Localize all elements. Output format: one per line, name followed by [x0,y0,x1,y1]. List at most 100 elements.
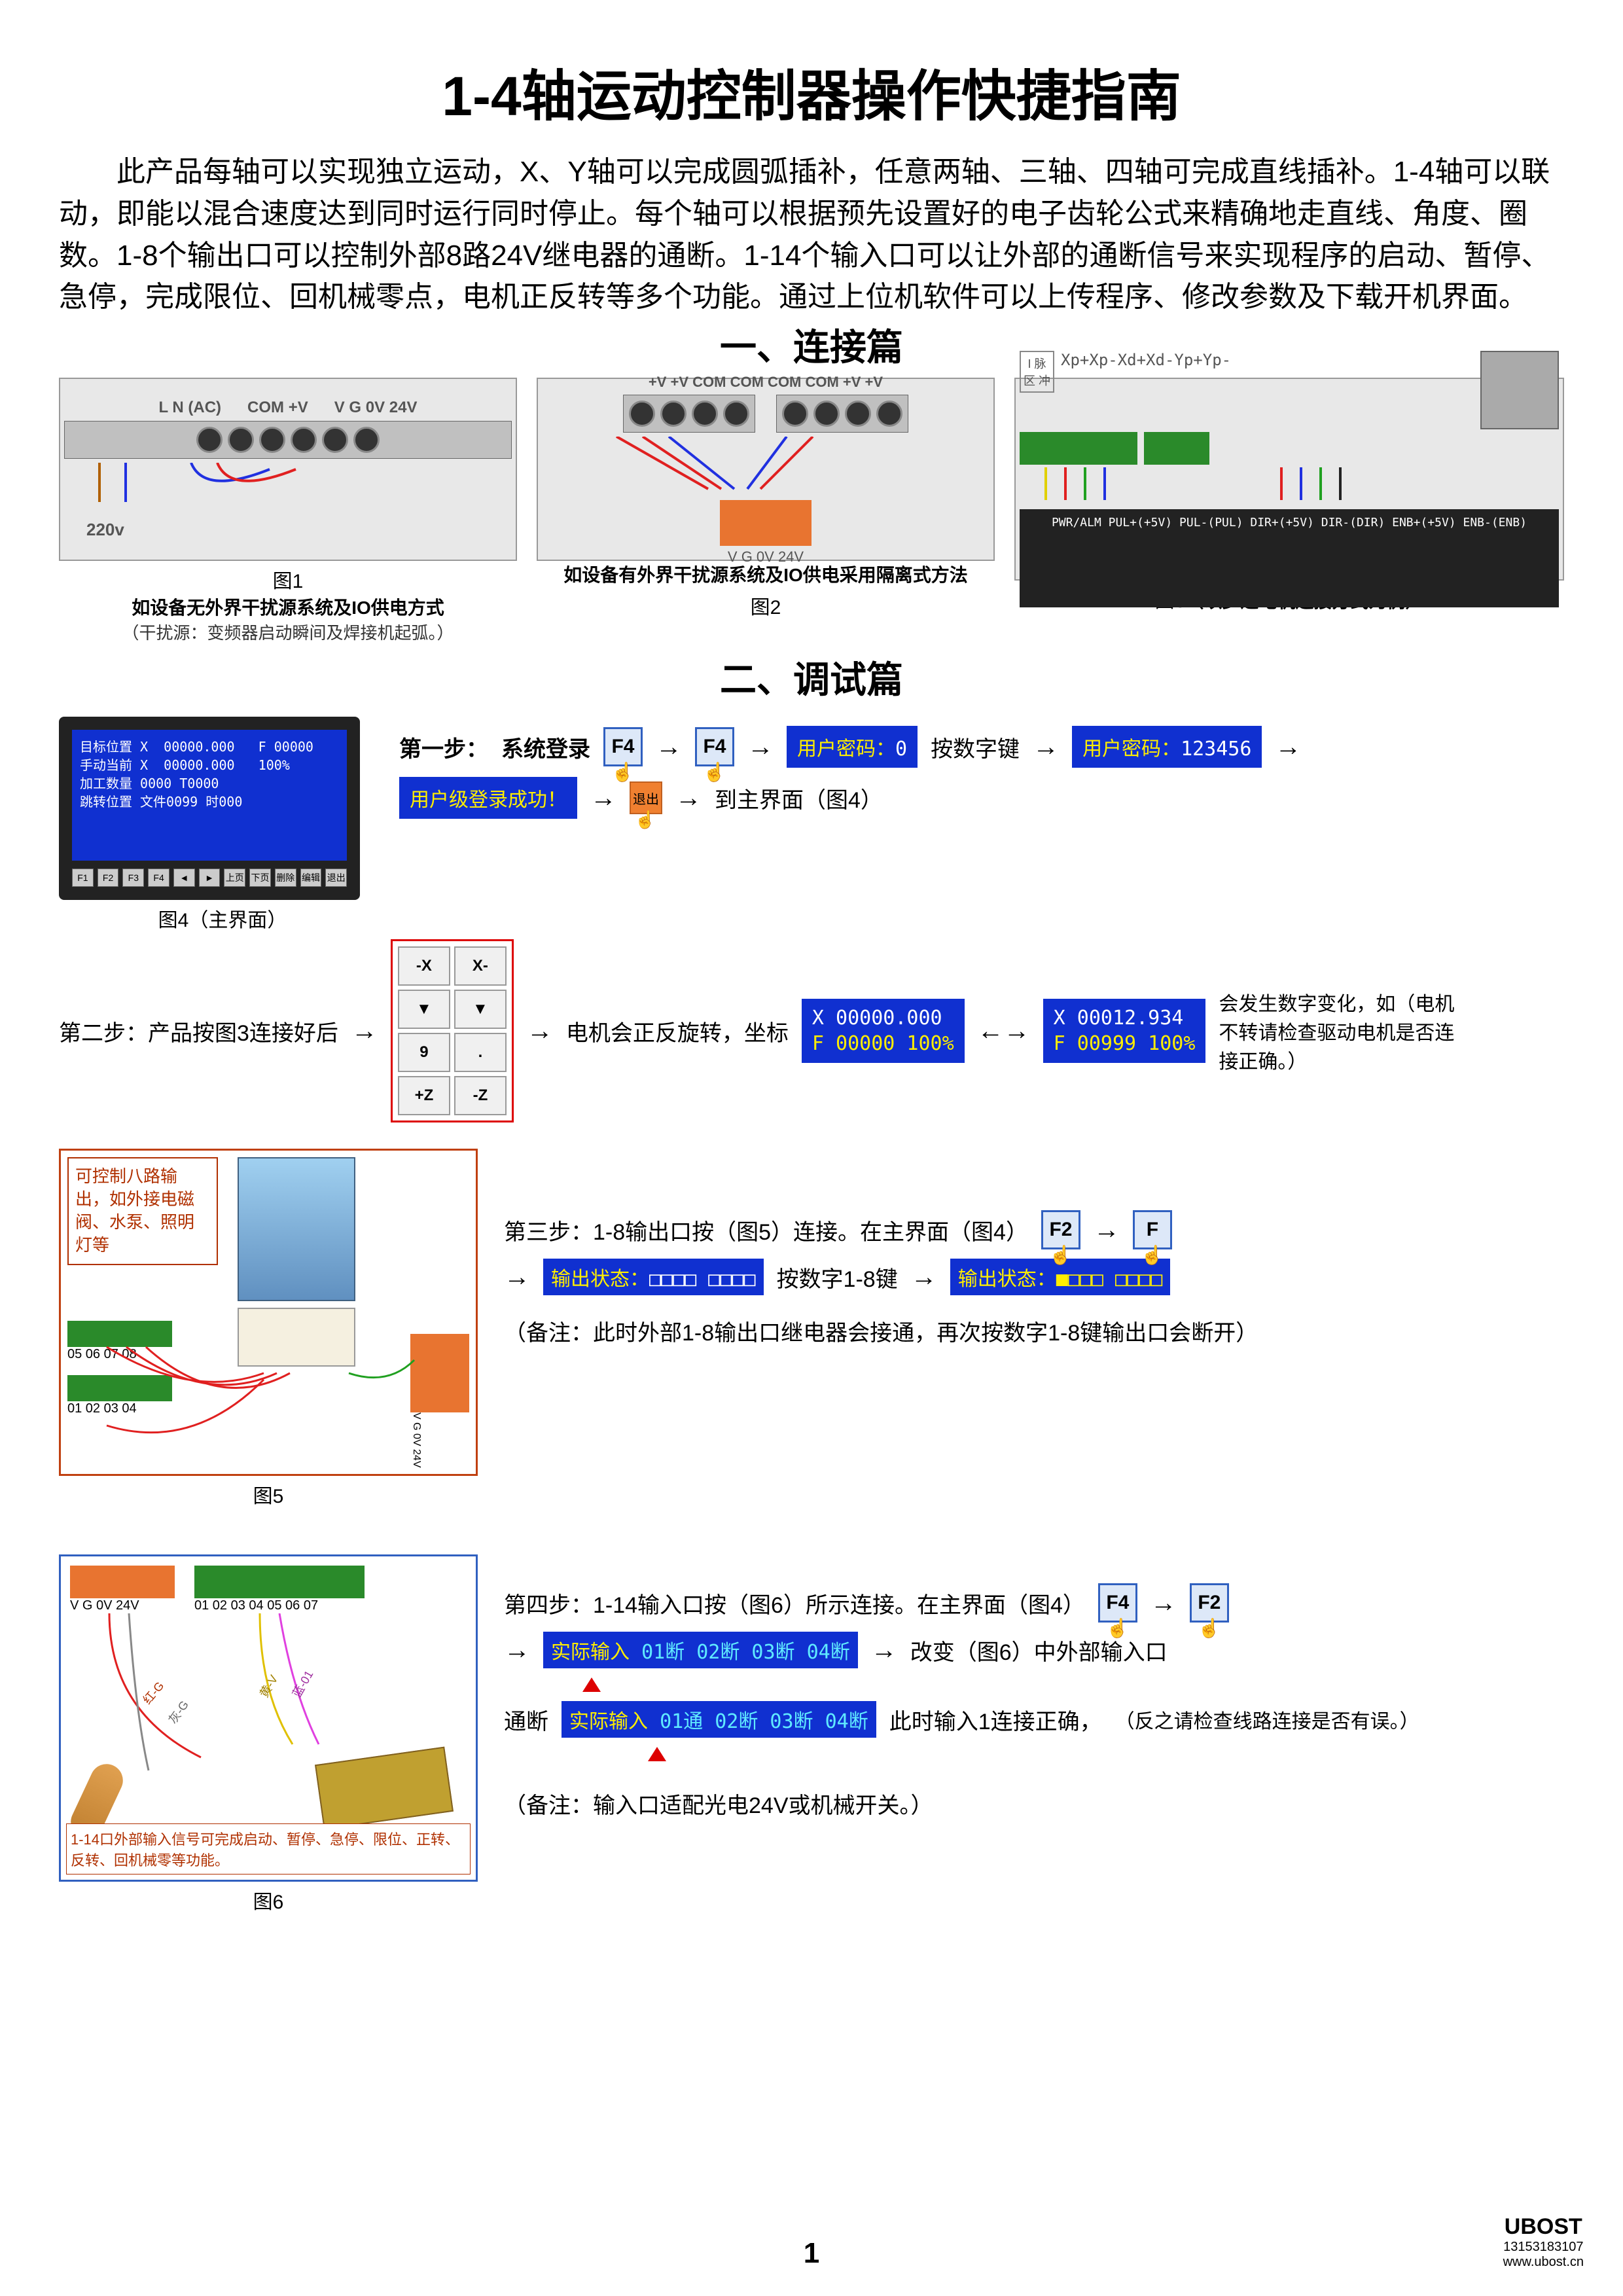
arrow-icon: → [590,783,616,813]
svg-text:灰-G: 灰-G [166,1698,191,1727]
pw-label2: 用户密码： [1082,738,1181,761]
brand-url: www.ubost.cn [1503,2255,1584,2270]
disp2-f: F 00999 100% [1054,1032,1196,1055]
figure-5: 可控制八路输出，如外接电磁阀、水泵、照明灯等 05 06 07 08 01 02… [59,1149,478,1476]
triangle-marker-icon [648,1747,666,1761]
fig3-wires [1020,467,1559,507]
brand-name: UBOST [1503,2214,1584,2240]
password-prompt: 用户密码：0 [787,726,918,768]
panel-btn-f2[interactable]: F2 [98,869,119,887]
figure-3: I 脉 区 冲 Xp+Xp-Xd+Xd-Yp+Yp- [1014,378,1564,613]
panel-btn-right[interactable]: ► [199,869,221,887]
step3-row2: → 输出状态：□□□□ □□□□ 按数字1-8键 → 输出状态：■□□□ □□□… [504,1259,1564,1295]
fig5-terms1: 05 06 07 08 [67,1347,172,1362]
panel-btn-f1[interactable]: F1 [72,869,94,887]
green-connector-icon [1020,432,1137,465]
key-zplus[interactable]: +Z [398,1076,450,1115]
arrow-icon: → [656,732,682,762]
driver-box: PWR/ALM PUL+(+5V) PUL-(PUL) DIR+(+5V) DI… [1020,509,1559,607]
step1-row2: 用户级登录成功！ → 退出 → 到主界面（图4） [399,777,1564,819]
panel-btn-exit[interactable]: 退出 [325,869,347,887]
step4-note: （备注：输入口适配光电24V或机械开关。） [504,1787,1564,1820]
fig2-psu-icon [720,500,812,546]
disp1-x: X 00000.000 [812,1007,942,1030]
step1-label: 第一步： [399,731,488,763]
figure-1: L N (AC) COM +V V G 0V 24V 220v 图1 如设备无外… [59,378,517,644]
fig5-right-term: V G 0V 24V [410,1412,422,1468]
in-vals2: 01通 02断 03断 04断 [660,1710,868,1733]
f4-key[interactable]: F4 [695,727,734,766]
input-state-1: 实际输入 01断 02断 03断 04断 [543,1632,858,1668]
exit-button[interactable]: 退出 [630,781,662,814]
figure-6: V G 0V 24V 01 02 03 04 05 06 07 红-G 灰-G … [59,1554,478,1882]
in-label: 实际输入 [551,1641,630,1664]
fig1-bold: 如设备无外界干扰源系统及IO供电方式 [59,594,517,620]
arrow-icon: → [351,1016,378,1046]
step4-row: 第四步：1-14输入口按（图6）所示连接。在主界面（图4） F4 → F2 [504,1583,1564,1623]
panel-btn-f4[interactable]: F4 [148,869,169,887]
intro-paragraph: 此产品每轴可以实现独立运动，X、Y轴可以完成圆弧插补，任意两轴、三轴、四轴可完成… [59,151,1564,318]
coord-display-1: X 00000.000 F 00000 100% [802,999,965,1063]
f2-key[interactable]: F2 [1041,1210,1080,1249]
out-label: 输出状态： [551,1268,649,1291]
in-label2: 实际输入 [569,1710,648,1733]
svg-text:红-G: 红-G [141,1679,167,1707]
fig1-terms-right: V G 0V 24V [334,399,418,417]
f4-key[interactable]: F4 [603,727,643,766]
numkey-text: 按数字键 [931,731,1020,763]
fig2-wires [538,437,993,495]
fig6-label: 图6 [59,1886,478,1914]
fig3-pins: Xp+Xp-Xd+Xd-Yp+Yp- [1061,351,1231,369]
numkey18: 按数字1-8键 [777,1261,898,1293]
step4-row2: → 实际输入 01断 02断 03断 04断 → 改变（图6）中外部输入口 [504,1632,1564,1668]
f-key[interactable]: F [1133,1210,1172,1249]
triangle-marker-icon [582,1677,601,1692]
fig2-bottom: V G 0V 24V [538,548,993,565]
fig5-label: 图5 [59,1480,478,1509]
relay-icon [238,1157,355,1301]
step3-text: 第三步：1-8输出口按（图5）连接。在主界面（图4） [504,1214,1028,1246]
panel-btn-f3[interactable]: F3 [122,869,144,887]
page-number: 1 [804,2237,819,2270]
input-state-2: 实际输入 01通 02断 03断 04断 [562,1701,876,1738]
driver-pins: PWR/ALM PUL+(+5V) PUL-(PUL) DIR+(+5V) DI… [1052,516,1527,529]
pw-val: 123456 [1181,738,1251,761]
fig5-callout: 可控制八路输出，如外接电磁阀、水泵、照明灯等 [67,1157,218,1265]
fig1-terms-mid: COM +V [247,399,308,417]
panel-btn-pgup[interactable]: 上页 [224,869,245,887]
panel-btn-pgdn[interactable]: 下页 [249,869,271,887]
f4-key[interactable]: F4 [1098,1583,1137,1623]
brand-logo: UBOST 13153183107 www.ubost.cn [1503,2214,1584,2270]
key-dot[interactable]: . [454,1033,507,1072]
fig3-header: I 脉 区 冲 [1020,351,1054,393]
pw-zero: 0 [895,738,907,761]
arrow-icon: → [747,732,774,762]
arrow-icon: → [871,1636,897,1665]
step4-text: 第四步：1-14输入口按（图6）所示连接。在主界面（图4） [504,1587,1085,1619]
output-state-empty: 输出状态：□□□□ □□□□ [543,1259,764,1295]
panel-btn-left[interactable]: ◄ [173,869,195,887]
key-down1[interactable]: ▼ [398,990,450,1029]
password-entered: 用户密码：123456 [1072,726,1262,768]
key-down2[interactable]: ▼ [454,990,507,1029]
key-xplus[interactable]: X- [454,946,507,986]
fig6-tr: 01 02 03 04 05 06 07 [194,1598,365,1613]
key-xminus[interactable]: -X [398,946,450,986]
arrow-icon: → [1094,1215,1120,1245]
coord-display-2: X 00012.934 F 00999 100% [1043,999,1206,1063]
section2-title: 二、调试篇 [59,651,1564,704]
key-9[interactable]: 9 [398,1033,450,1072]
arrow-icon: → [504,1263,530,1292]
terminal-icon [67,1321,172,1347]
arrow-icon: → [675,783,702,813]
fig1-voltage: 220v [60,520,516,540]
step4-toggle: 通断 [504,1704,548,1736]
panel-btn-edit[interactable]: 编辑 [300,869,322,887]
panel-buttons: F1 F2 F3 F4 ◄ ► 上页 下页 删除 编辑 退出 [72,869,347,887]
goto-main: 到主界面（图4） [715,782,883,814]
green-connector-icon [1144,432,1209,465]
panel-btn-del[interactable]: 删除 [275,869,296,887]
key-zminus[interactable]: -Z [454,1076,507,1115]
f2-key[interactable]: F2 [1190,1583,1229,1623]
arrow-icon: → [1150,1588,1177,1618]
